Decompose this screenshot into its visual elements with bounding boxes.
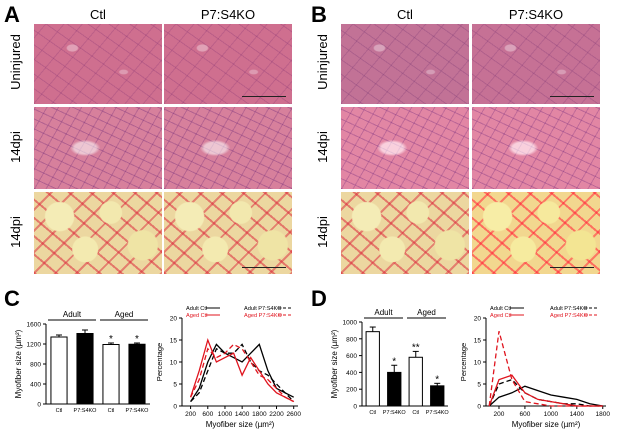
y-tick-label: 5 (477, 382, 481, 389)
panel-a-col-ctl: Ctl (90, 7, 106, 22)
group-label: Adult (63, 310, 82, 319)
series-line (190, 343, 295, 403)
y-tick-label: 1200 (27, 342, 42, 349)
panel-a-ctl-14dpi-he-image (34, 107, 162, 189)
panel-a-ko-14dpi-he-image (164, 107, 292, 189)
y-tick-label: 400 (30, 382, 41, 389)
x-tick-label: 1400 (570, 411, 585, 418)
series-line (488, 385, 603, 407)
series-line (488, 378, 603, 407)
y-tick-label: 0 (353, 404, 357, 411)
panel-label-d: D (311, 286, 327, 311)
y-tick-label: 20 (474, 316, 482, 323)
y-axis-label: Myofiber size (µm²) (14, 329, 23, 398)
y-tick-label: 15 (170, 338, 178, 345)
series-line (189, 337, 294, 403)
panel-a-col-ko: P7:S4KO (200, 7, 256, 22)
panel-label-b: B (311, 2, 327, 27)
x-tick-label: Ctl (412, 410, 419, 416)
y-tick-label: 0 (477, 404, 481, 411)
x-tick-label: 2600 (286, 411, 301, 418)
panel-b-col-ctl: Ctl (397, 7, 413, 22)
x-tick-label: Ctl (108, 408, 115, 414)
x-tick-label: P7:S4KO (426, 410, 450, 416)
y-axis-label: Percentage (155, 343, 164, 381)
x-tick-label: P7:S4KO (126, 408, 150, 414)
significance-mark: * (109, 334, 113, 345)
x-tick-label: 200 (185, 411, 196, 418)
x-tick-label: 1000 (218, 411, 233, 418)
panel-a-ctl-uninjured-image (34, 24, 162, 104)
series-line (190, 343, 294, 403)
y-tick-label: 600 (346, 353, 357, 360)
x-tick-label: 1800 (596, 411, 611, 418)
legend-label: Aged Ctl (186, 313, 207, 319)
group-label: Aged (417, 308, 436, 317)
x-tick-label: Ctl (56, 408, 63, 414)
legend-label: Aged Ctl (490, 313, 511, 319)
series-line (488, 331, 603, 407)
x-tick-label: P7:S4KO (383, 410, 407, 416)
significance-mark: ** (412, 342, 420, 353)
x-tick-label: 1800 (252, 411, 267, 418)
panel-label-c: C (4, 286, 20, 311)
y-tick-label: 1600 (27, 322, 42, 329)
panel-b-ctl-uninjured-image (341, 24, 469, 104)
legend-label: Adult P7:S4KO (244, 306, 282, 312)
panel-b-ko-14dpi-he-image (472, 107, 600, 189)
y-tick-label: 800 (346, 336, 357, 343)
group-label: Adult (374, 308, 393, 317)
y-tick-label: 0 (37, 402, 41, 409)
legend-label: Adult P7:S4KO (550, 306, 588, 312)
significance-mark: * (435, 374, 439, 385)
legend-label: Aged P7:S4KO (244, 313, 283, 319)
y-tick-label: 15 (474, 338, 482, 345)
x-tick-label: 200 (494, 411, 505, 418)
panel-a-ctl-14dpi-sr-image (34, 192, 162, 274)
y-tick-label: 1000 (343, 320, 358, 327)
series-line (488, 374, 603, 407)
legend-label: Adult Ctl (186, 306, 207, 312)
x-axis-label: Myofiber size (µm²) (206, 420, 275, 429)
y-tick-label: 200 (346, 387, 357, 394)
legend-label: Aged P7:S4KO (550, 313, 589, 319)
significance-mark: * (392, 356, 396, 367)
panel-b-ko-14dpi-sr-image (472, 192, 600, 274)
x-tick-label: 1000 (544, 411, 559, 418)
significance-mark: * (135, 334, 139, 345)
x-tick-label: 1400 (235, 411, 250, 418)
x-axis-label: Myofiber size (µm²) (512, 420, 581, 429)
legend-label: Adult Ctl (490, 306, 511, 312)
y-tick-label: 0 (173, 404, 177, 411)
panel-b-ctl-14dpi-sr-image (341, 192, 469, 274)
panel-a-ko-14dpi-sr-image (164, 192, 292, 274)
y-tick-label: 800 (30, 362, 41, 369)
x-tick-label: 600 (519, 411, 530, 418)
panel-b-ko-uninjured-image (472, 24, 600, 104)
panel-label-a: A (4, 2, 20, 27)
group-label: Aged (115, 310, 134, 319)
x-tick-label: Ctl (369, 410, 376, 416)
panel-b-ctl-14dpi-he-image (341, 107, 469, 189)
y-tick-label: 20 (170, 316, 178, 323)
y-axis-label: Percentage (459, 343, 468, 381)
x-tick-label: P7:S4KO (74, 408, 98, 414)
x-tick-label: 2200 (269, 411, 284, 418)
panel-a-ko-uninjured-image (164, 24, 292, 104)
x-tick-label: 600 (202, 411, 213, 418)
panel-b-col-ko: P7:S4KO (508, 7, 564, 22)
y-tick-label: 400 (346, 370, 357, 377)
y-tick-label: 10 (474, 360, 482, 367)
y-axis-label: Myofiber size (µm²) (330, 329, 339, 398)
y-tick-label: 5 (173, 382, 177, 389)
y-tick-label: 10 (170, 360, 178, 367)
